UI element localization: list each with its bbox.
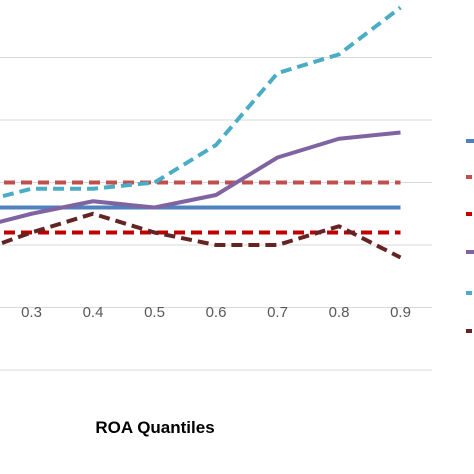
series-line-6: [0, 211, 402, 260]
x-tick-label: 0.5: [144, 304, 165, 321]
x-axis-label: ROA Quantiles: [95, 418, 214, 437]
series-line-5: [0, 5, 402, 199]
x-tick-label: 0.8: [329, 304, 350, 321]
series-line-4: [0, 130, 401, 224]
legend: [466, 139, 474, 333]
x-tick-labels: 0.3 0.4 0.5 0.6 0.7 0.8 0.9: [21, 304, 411, 321]
x-tick-label: 0.6: [206, 304, 227, 321]
x-tick-label: 0.4: [83, 304, 104, 321]
x-tick-label: 0.9: [390, 304, 411, 321]
x-tick-label: 0.7: [267, 304, 288, 321]
x-tick-label: 0.3: [21, 304, 42, 321]
series-layer: [0, 5, 402, 260]
